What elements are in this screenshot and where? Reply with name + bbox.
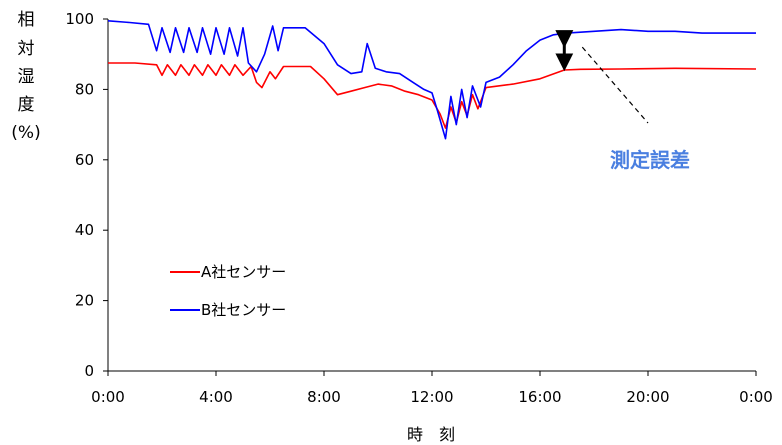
annotation-label: 測定誤差 (610, 148, 690, 172)
annotation-leader-line (581, 46, 649, 124)
x-tick-label: 4:00 (199, 388, 233, 406)
legend: A社センサー B社センサー (170, 263, 286, 319)
legend-label-b: B社センサー (201, 301, 286, 319)
y-axis-label-char: (%) (11, 123, 40, 143)
x-tick-label: 8:00 (307, 388, 341, 406)
y-axis-label-char: 度 (18, 95, 35, 115)
measurement-error-annotation: 測定誤差 (555, 30, 690, 172)
x-tick-label: 12:00 (410, 388, 453, 406)
x-axis-label: 時 刻 (407, 425, 455, 444)
x-tick-label: 20:00 (626, 388, 669, 406)
x-tick-label: 0:00 (739, 388, 773, 406)
y-axis-label-char: 対 (18, 39, 35, 59)
series-lines (107, 20, 757, 140)
y-tick-label: 40 (75, 221, 94, 239)
x-tick-label: 16:00 (518, 388, 561, 406)
legend-label-a: A社センサー (201, 263, 286, 281)
y-tick-label: 80 (75, 80, 94, 98)
y-tick-label: 20 (75, 292, 94, 310)
y-tick-label: 100 (65, 10, 94, 28)
y-axis-label-char: 湿 (18, 67, 35, 87)
x-tick-label: 0:00 (91, 388, 125, 406)
y-tick-label: 0 (84, 362, 94, 380)
x-axis-ticks: 0:00 4:00 8:00 12:00 16:00 20:00 0:00 (91, 371, 773, 406)
y-tick-label: 60 (75, 151, 94, 169)
series-line-b (107, 20, 756, 140)
y-axis-label-char: 相 (18, 10, 35, 30)
y-axis-ticks: 0 20 40 60 80 100 (65, 10, 108, 380)
